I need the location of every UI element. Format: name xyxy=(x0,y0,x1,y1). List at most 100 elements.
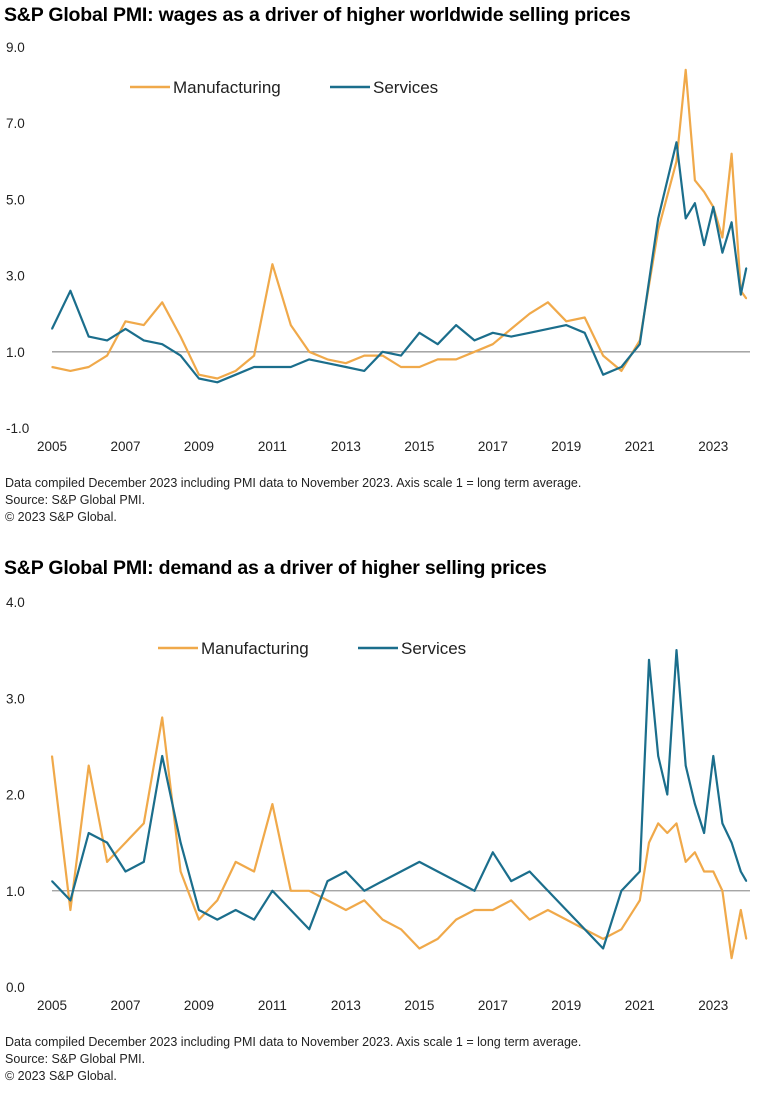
data-point-services xyxy=(473,339,476,342)
data-point-services xyxy=(308,358,311,361)
data-point-manufacturing xyxy=(666,832,669,834)
data-point-manufacturing xyxy=(745,938,748,940)
data-point-manufacturing xyxy=(510,899,512,902)
data-point-manufacturing xyxy=(198,373,200,376)
data-point-manufacturing xyxy=(657,229,659,231)
data-point-manufacturing xyxy=(583,316,586,319)
data-point-services xyxy=(271,890,274,892)
wages-chart: S&P Global PMI: wages as a driver of hig… xyxy=(0,0,762,545)
data-point-manufacturing xyxy=(253,870,255,873)
data-point-manufacturing xyxy=(143,324,145,326)
data-point-services xyxy=(740,870,742,873)
data-point-manufacturing xyxy=(473,351,476,353)
demand-chart: S&P Global PMI: demand as a driver of hi… xyxy=(0,553,762,1115)
data-point-manufacturing xyxy=(234,370,237,372)
data-point-services xyxy=(565,324,568,326)
data-point-manufacturing xyxy=(271,803,274,805)
y-tick-label: -1.0 xyxy=(6,421,29,436)
data-point-manufacturing xyxy=(721,890,724,892)
data-point-services xyxy=(179,354,182,357)
x-tick-label: 2009 xyxy=(184,439,214,454)
data-point-services xyxy=(675,141,678,144)
data-point-services xyxy=(455,324,457,326)
data-point-services xyxy=(745,267,748,269)
x-tick-label: 2017 xyxy=(478,439,508,454)
data-point-services xyxy=(583,332,586,334)
data-point-services xyxy=(648,659,650,661)
legend-label-manufacturing: Manufacturing xyxy=(173,78,281,97)
data-point-services xyxy=(602,947,604,950)
series-line-services xyxy=(51,141,748,384)
data-point-manufacturing xyxy=(253,354,255,357)
data-point-services xyxy=(657,755,659,757)
data-point-services xyxy=(666,793,669,796)
data-point-manufacturing xyxy=(179,335,182,338)
data-point-services xyxy=(253,366,255,368)
data-point-services xyxy=(290,909,292,911)
data-point-manufacturing xyxy=(675,822,678,825)
data-point-manufacturing xyxy=(602,938,604,940)
data-point-services xyxy=(253,918,255,921)
data-point-services xyxy=(436,343,439,346)
x-tick-label: 2005 xyxy=(37,439,67,454)
data-point-manufacturing xyxy=(51,366,53,368)
data-point-services xyxy=(345,870,347,873)
data-point-services xyxy=(684,217,687,220)
data-point-services xyxy=(730,841,733,844)
y-tick-label: 4.0 xyxy=(6,595,25,610)
x-tick-label: 2019 xyxy=(551,998,581,1013)
data-point-manufacturing xyxy=(400,366,402,368)
data-point-services xyxy=(51,328,53,330)
data-point-manufacturing xyxy=(675,160,678,163)
y-tick-label: 5.0 xyxy=(6,192,25,207)
data-point-manufacturing xyxy=(87,366,90,368)
data-point-manufacturing xyxy=(436,358,439,361)
data-point-manufacturing xyxy=(216,377,219,380)
data-point-services xyxy=(492,332,494,334)
data-point-manufacturing xyxy=(492,343,494,346)
data-point-services xyxy=(510,335,512,338)
data-point-manufacturing xyxy=(363,899,366,902)
data-point-manufacturing xyxy=(436,938,439,940)
y-tick-label: 3.0 xyxy=(6,269,25,284)
data-point-manufacturing xyxy=(234,861,237,863)
data-point-manufacturing xyxy=(69,909,72,911)
data-point-manufacturing xyxy=(198,918,200,921)
data-point-services xyxy=(381,351,384,353)
data-point-manufacturing xyxy=(418,947,421,950)
data-point-manufacturing xyxy=(345,362,347,365)
data-point-manufacturing xyxy=(455,358,457,361)
data-point-services xyxy=(547,328,549,330)
data-point-manufacturing xyxy=(455,918,457,921)
data-point-services xyxy=(510,880,512,882)
data-point-services xyxy=(363,370,366,372)
data-point-services xyxy=(326,880,329,882)
data-point-services xyxy=(473,890,476,892)
data-point-manufacturing xyxy=(290,890,292,892)
data-point-manufacturing xyxy=(740,909,742,911)
data-point-services xyxy=(198,909,200,911)
data-point-services xyxy=(418,861,421,863)
data-point-manufacturing xyxy=(400,928,402,931)
chart-copyright: © 2023 S&P Global. xyxy=(5,1069,117,1083)
x-tick-label: 2007 xyxy=(110,439,140,454)
data-point-manufacturing xyxy=(345,909,347,911)
data-point-services xyxy=(620,890,623,892)
data-point-services xyxy=(363,890,366,892)
data-point-services xyxy=(198,377,200,380)
data-point-manufacturing xyxy=(565,918,568,921)
data-point-services xyxy=(161,343,163,346)
data-point-services xyxy=(740,293,742,296)
data-point-services xyxy=(436,870,439,873)
data-point-manufacturing xyxy=(528,918,531,921)
data-point-manufacturing xyxy=(703,191,705,193)
chart-source: Source: S&P Global PMI. xyxy=(5,493,146,507)
data-point-manufacturing xyxy=(684,861,687,863)
data-point-services xyxy=(583,928,586,931)
data-point-services xyxy=(712,206,715,208)
data-point-services xyxy=(639,343,641,346)
data-point-services xyxy=(106,841,108,844)
data-point-services xyxy=(87,335,90,338)
chart-note: Data compiled December 2023 including PM… xyxy=(5,1035,582,1049)
x-tick-label: 2007 xyxy=(110,998,140,1013)
